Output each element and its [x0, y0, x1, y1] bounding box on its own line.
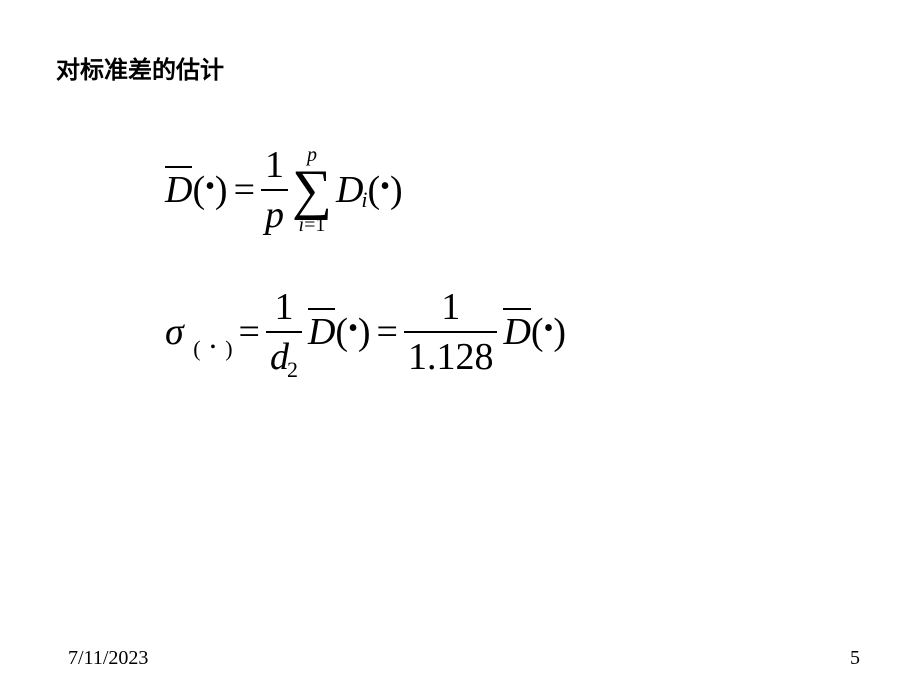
denominator: p: [261, 189, 288, 237]
open-paren-4: (: [531, 310, 544, 354]
summation: p ∑ i=1: [292, 145, 332, 235]
denominator-d2: d2: [266, 331, 302, 379]
close-paren-3: ): [358, 310, 371, 354]
fraction-1-over-1128: 1 1.128: [404, 285, 498, 379]
equals-sign-1: =: [233, 310, 266, 354]
sum-sigma-glyph: ∑: [292, 165, 332, 215]
slide: 对标准差的估计 D ( • ) = 1 p p ∑: [0, 0, 920, 690]
formula-block: D ( • ) = 1 p p ∑ i=1 D i: [165, 125, 745, 387]
fraction-1-over-p: 1 p: [261, 143, 288, 237]
footer-date: 7/11/2023: [68, 647, 148, 670]
denominator-1128: 1.128: [404, 331, 498, 379]
open-paren-2: (: [368, 168, 381, 212]
dbar-symbol-2: D: [308, 311, 335, 353]
overline-bar-2: [308, 308, 335, 310]
denom-sub-2: 2: [287, 357, 298, 382]
formula-dbar-mean: D ( • ) = 1 p p ∑ i=1 D i: [165, 125, 745, 255]
sigma-sub-close: ): [225, 336, 232, 361]
term-D: D: [336, 168, 363, 212]
dbar-right: D: [503, 310, 530, 354]
sum-index-eq: =: [304, 214, 315, 236]
slide-title: 对标准差的估计: [56, 50, 224, 85]
open-paren: (: [192, 168, 205, 212]
dbar-symbol-3: D: [503, 311, 530, 353]
numerator-2: 1: [404, 285, 498, 331]
equals-sign-2: =: [371, 310, 404, 354]
close-paren-4: ): [553, 310, 566, 354]
sigma-sub-bullet: σ ( • ): [165, 310, 233, 354]
equals-sign: =: [228, 168, 261, 212]
sigma-glyph: σ: [165, 311, 184, 353]
dbar-mid: D: [308, 310, 335, 354]
bullet-arg-2: •: [380, 171, 390, 203]
formula-sigma-estimate: σ ( • ) = 1 d2 D ( •: [165, 277, 745, 387]
sigma-sub-open: (: [193, 336, 200, 361]
numerator-1: 1: [266, 285, 302, 331]
fraction-1-over-d2: 1 d2: [266, 285, 302, 379]
term-subscript-i: i: [361, 187, 367, 213]
bullet-arg-3: •: [348, 313, 358, 345]
bullet-arg: •: [205, 171, 215, 203]
overline-bar: [165, 166, 192, 168]
bullet-arg-4: •: [544, 313, 554, 345]
close-paren-2: ): [390, 168, 403, 212]
sigma-sub-bullet-dot: •: [210, 339, 216, 356]
overline-bar-3: [503, 308, 530, 310]
dbar-left: D: [165, 168, 192, 212]
footer-page-number: 5: [850, 647, 860, 670]
close-paren: ): [215, 168, 228, 212]
sum-index-start: 1: [315, 214, 325, 236]
numerator: 1: [261, 143, 288, 189]
dbar-symbol: D: [165, 169, 192, 211]
open-paren-3: (: [335, 310, 348, 354]
